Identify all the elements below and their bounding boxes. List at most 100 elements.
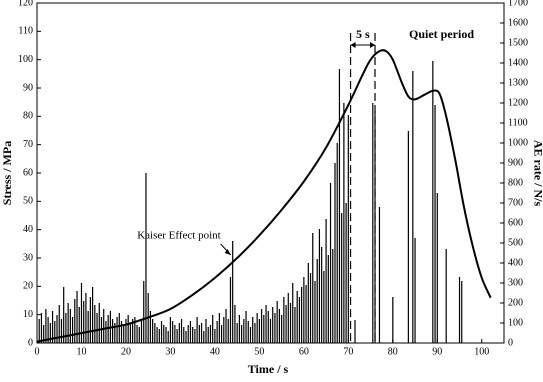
ae-bar xyxy=(105,321,107,343)
x-tick-label: 40 xyxy=(210,346,220,357)
y-tick-label: 60 xyxy=(23,167,33,178)
ae-bar xyxy=(65,313,67,343)
ae-bar xyxy=(283,297,285,343)
ae-bar xyxy=(312,233,314,343)
ae-bar xyxy=(336,143,338,343)
ae-bar xyxy=(354,320,356,343)
ae-bar xyxy=(49,323,51,343)
ae-bar xyxy=(94,305,96,343)
y-tick-label: 10 xyxy=(23,309,33,320)
ae-bar xyxy=(327,255,329,343)
ae-bar xyxy=(303,277,305,343)
y-tick-label: 20 xyxy=(23,281,33,292)
ae-bar xyxy=(60,319,63,343)
x-tick-label: 30 xyxy=(165,346,175,357)
ae-bar xyxy=(445,249,447,343)
ae-bar xyxy=(372,103,374,343)
ae-bar xyxy=(89,297,91,343)
ae-bar xyxy=(321,247,323,343)
ae-bar xyxy=(434,105,436,343)
y2-tick-label: 100 xyxy=(508,317,523,328)
ae-bar xyxy=(414,238,416,343)
ae-bar xyxy=(40,313,43,343)
ae-bar xyxy=(272,307,274,343)
x-tick-label: 100 xyxy=(474,346,489,357)
ae-bar xyxy=(83,301,85,343)
ae-bar xyxy=(154,323,156,343)
ae-bar xyxy=(412,71,414,343)
y2-tick-label: 600 xyxy=(508,217,523,228)
y2-tick-label: 1000 xyxy=(508,137,528,148)
ae-bar xyxy=(347,115,349,343)
ae-bar xyxy=(158,329,160,343)
ae-bar xyxy=(301,287,303,343)
ae-bar xyxy=(318,229,321,343)
y2-tick-label: 1600 xyxy=(508,17,528,28)
y-axis-title: Stress / MPa xyxy=(0,141,14,205)
ae-bar xyxy=(341,213,343,343)
ae-bar xyxy=(198,325,200,343)
ae-bar xyxy=(167,331,169,343)
ae-bar xyxy=(136,325,138,343)
ae-bar xyxy=(338,69,341,343)
x-tick-label: 20 xyxy=(121,346,131,357)
ae-bar xyxy=(287,293,289,343)
ae-bar xyxy=(127,315,129,343)
ae-bar xyxy=(314,281,316,343)
ae-bar xyxy=(43,325,45,343)
ae-bar xyxy=(269,319,272,343)
y2-tick-label: 700 xyxy=(508,197,523,208)
y-tick-label: 80 xyxy=(23,111,33,122)
ae-bar xyxy=(243,319,245,343)
ae-bar xyxy=(163,325,165,343)
ae-bar xyxy=(145,173,147,343)
ae-bar xyxy=(45,309,47,343)
x-tick-label: 10 xyxy=(76,346,86,357)
ae-bar xyxy=(258,319,260,343)
ae-bar xyxy=(80,283,83,343)
y2-tick-label: 200 xyxy=(508,297,523,308)
y2-tick-label: 1400 xyxy=(508,57,528,68)
x-tick-label: 70 xyxy=(343,346,353,357)
ae-bar xyxy=(209,325,212,343)
ae-bar xyxy=(71,317,74,343)
y2-tick-label: 1200 xyxy=(508,97,528,108)
y2-tick-label: 800 xyxy=(508,177,523,188)
ae-bar xyxy=(343,103,345,343)
ae-bar xyxy=(289,303,292,343)
ae-bar xyxy=(176,329,178,343)
ae-bar xyxy=(309,273,312,343)
ae-bar xyxy=(169,317,172,343)
kaiser-label: Kaiser Effect point xyxy=(137,230,221,242)
ae-bar xyxy=(189,321,192,343)
ae-bar xyxy=(172,321,174,343)
y2-tick-label: 1300 xyxy=(508,77,528,88)
ae-bar xyxy=(334,163,336,343)
ae-bar xyxy=(118,313,120,343)
ae-bar xyxy=(156,327,158,343)
ae-bar xyxy=(103,309,105,343)
ae-bar xyxy=(227,319,229,343)
ae-bar xyxy=(180,319,183,343)
ae-bar xyxy=(392,297,394,343)
ae-bar xyxy=(183,327,185,343)
ae-bar xyxy=(63,287,65,343)
quiet-arrowheads xyxy=(350,42,376,48)
ae-bar xyxy=(132,319,134,343)
ae-bar xyxy=(203,331,205,343)
y-tick-label: 110 xyxy=(18,26,33,37)
ae-bar xyxy=(285,305,287,343)
y-tick-label: 120 xyxy=(18,0,33,8)
ae-bar xyxy=(207,327,209,343)
ae-bar xyxy=(85,293,87,343)
ae-bar xyxy=(345,203,347,343)
x-tick-label: 80 xyxy=(388,346,398,357)
y2-tick-label: 0 xyxy=(508,337,513,348)
ae-bar xyxy=(216,321,218,343)
ae-bar xyxy=(307,263,309,343)
ae-bar xyxy=(54,321,56,343)
ae-bar xyxy=(458,277,461,343)
x-tick-label: 60 xyxy=(299,346,309,357)
ae-bar xyxy=(247,321,249,343)
ae-bar xyxy=(256,313,258,343)
